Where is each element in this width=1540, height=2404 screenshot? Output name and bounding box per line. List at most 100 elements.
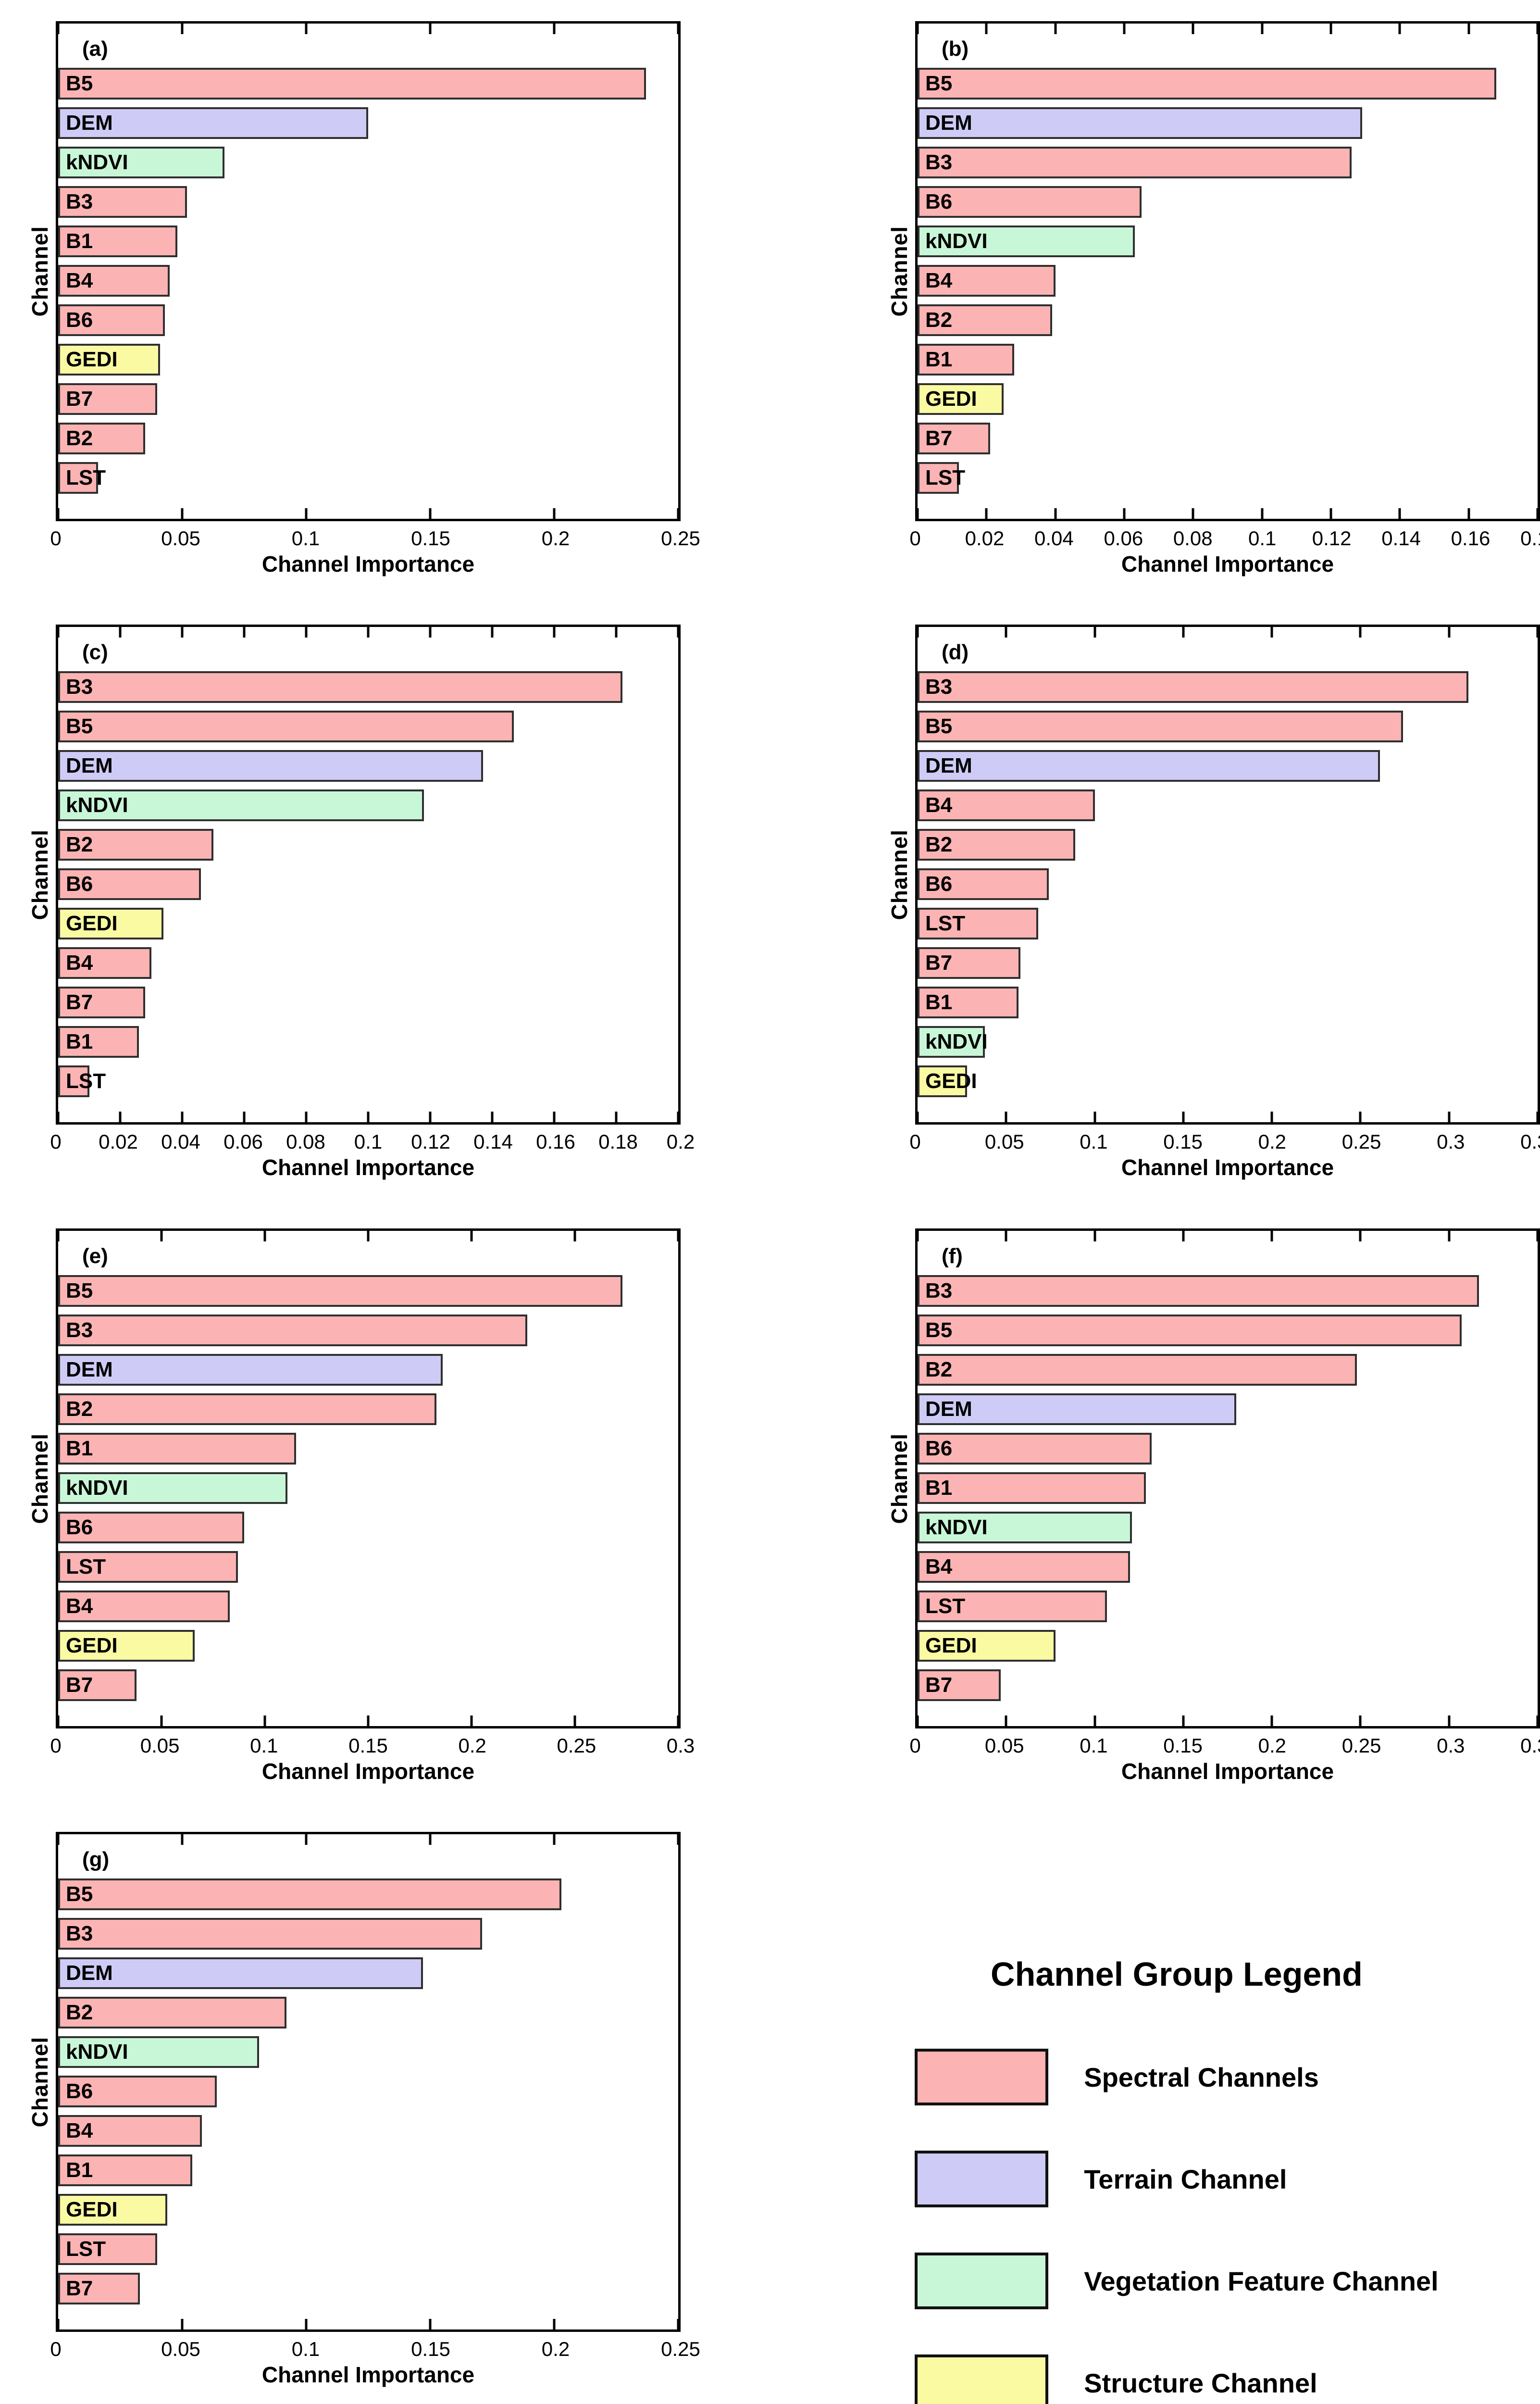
y-axis-label-wrap: Channel: [24, 625, 56, 1125]
bar-B3: B3: [58, 671, 622, 703]
bar-kNDVI: kNDVI: [58, 1472, 288, 1504]
bar-label: kNDVI: [66, 150, 128, 174]
x-tick-mark-bottom: [57, 2319, 60, 2329]
bar-label: LST: [925, 466, 966, 489]
bar-row: B5: [58, 1878, 678, 1910]
x-tick-label: 0.16: [1451, 527, 1490, 550]
x-tick-label: 0.2: [1258, 1130, 1287, 1153]
x-tick-mark-top: [1005, 627, 1007, 638]
x-tick-label: 0.14: [1381, 527, 1421, 550]
bar-B4: B4: [918, 789, 1095, 821]
bar-label: B1: [925, 1476, 953, 1500]
x-tick-label: 0.1: [291, 527, 320, 550]
bar-row: DEM: [58, 750, 678, 782]
bar-label: B6: [925, 872, 953, 896]
bar-B1: B1: [918, 344, 1014, 376]
x-tick-mark-bottom: [1448, 1715, 1451, 1726]
bar-label: B4: [925, 793, 953, 817]
bar-row: B6: [918, 186, 1538, 218]
x-tick-mark-bottom: [243, 1112, 246, 1122]
bar-B5: B5: [58, 68, 646, 100]
x-tick-label: 0.04: [161, 1130, 200, 1153]
bar-B5: B5: [58, 711, 514, 742]
bars-container: B3 B5 DEM B4 B2 B6 LST B7 B1 kNDVI GEDI: [918, 627, 1538, 1122]
x-tick-mark-top: [1359, 627, 1362, 638]
bar-row: B7: [58, 2273, 678, 2304]
bar-B1: B1: [58, 1433, 296, 1465]
x-tick-mark-top: [305, 1834, 308, 1845]
y-axis-label: Channel: [887, 829, 912, 920]
x-tick-mark-top: [181, 627, 184, 638]
bar-DEM: DEM: [58, 750, 483, 782]
plot-column: (c) B3 B5 DEM kNDVI B2 B6 GEDI B4 B7 B1 LST 0 0.02 0.0…: [50, 625, 695, 1180]
panel-label: (d): [942, 640, 969, 664]
x-tick-label: 0.2: [666, 1130, 695, 1153]
x-tick-label: 0.3: [1437, 1130, 1465, 1153]
x-tick-mark-bottom: [470, 1715, 473, 1726]
x-tick-label: 0.15: [1163, 1130, 1203, 1153]
bar-row: DEM: [58, 1354, 678, 1386]
x-tick-mark-bottom: [429, 508, 432, 519]
bar-row: B6: [58, 304, 678, 336]
bar-label: B6: [925, 190, 953, 213]
legend-items: Spectral Channels Terrain Channel Vegetati…: [915, 2049, 1439, 2404]
bar-row: GEDI: [918, 1630, 1538, 1662]
bar-row: kNDVI: [58, 789, 678, 821]
bar-label: B3: [66, 675, 93, 699]
bar-chart-c: Channel (c) B3 B5 DEM kNDVI B2 B6 GEDI B4 B7 B1 LST 0…: [19, 625, 751, 1180]
bar-row: B5: [918, 68, 1538, 100]
x-tick-mark-bottom: [1329, 508, 1332, 519]
bar-row: B4: [918, 1551, 1538, 1583]
bar-DEM: DEM: [58, 1957, 423, 1989]
bar-label: B3: [925, 675, 953, 699]
x-tick-mark-top: [677, 1231, 680, 1241]
panel-label: (f): [942, 1244, 963, 1268]
x-tick-mark-bottom: [367, 1112, 370, 1122]
bar-label: B7: [925, 951, 953, 975]
bar-label: kNDVI: [66, 2040, 128, 2064]
bar-GEDI: GEDI: [918, 383, 1004, 415]
subplot-d-cell: Channel (d) B3 B5 DEM B4 B2 B6 LST B7 B1 kNDVI GEDI 0…: [770, 603, 1540, 1207]
x-tick-mark-bottom: [1536, 1112, 1539, 1122]
x-tick-mark-top: [677, 627, 680, 638]
legend-item-label: Structure Channel: [1084, 2367, 1317, 2398]
bar-B4: B4: [58, 1590, 230, 1622]
bar-DEM: DEM: [918, 750, 1380, 782]
x-tick-mark-top: [181, 24, 184, 34]
bar-row: B2: [58, 829, 678, 861]
x-tick-label: 0.05: [161, 2338, 200, 2360]
x-tick-mark-bottom: [1270, 1112, 1273, 1122]
x-tick-mark-top: [1329, 24, 1332, 34]
bar-B6: B6: [58, 1512, 244, 1543]
bar-DEM: DEM: [58, 107, 368, 139]
bar-LST: LST: [918, 1590, 1107, 1622]
plot-column: (f) B3 B5 B2 DEM B6 B1 kNDVI B4 LST GEDI B7 0 0.05 0.1…: [909, 1228, 1540, 1784]
legend-swatch-spectral: [915, 2049, 1049, 2105]
x-tick-labels: 0 0.05 0.1 0.15 0.2 0.25: [50, 521, 700, 550]
bar-label: B7: [66, 1673, 93, 1697]
bar-label: GEDI: [925, 1069, 977, 1093]
x-tick-mark-top: [916, 1231, 919, 1241]
legend-swatch-vegetation: [915, 2253, 1049, 2309]
x-tick-mark-bottom: [553, 2319, 556, 2329]
y-axis-label: Channel: [887, 1433, 912, 1524]
bar-label: B1: [66, 1437, 93, 1460]
bar-label: LST: [66, 1069, 106, 1093]
legend-item-label: Vegetation Feature Channel: [1084, 2266, 1439, 2296]
bars-container: B5 DEM kNDVI B3 B1 B4 B6 GEDI B7 B2 LST: [58, 24, 678, 519]
bar-B2: B2: [58, 1997, 286, 2028]
x-tick-label: 0: [50, 2338, 62, 2360]
bar-row: DEM: [58, 1957, 678, 1989]
x-tick-mark-top: [263, 1231, 266, 1241]
bar-label: LST: [66, 466, 106, 489]
bar-B4: B4: [58, 2115, 202, 2147]
x-tick-mark-top: [1536, 1231, 1539, 1241]
bar-row: kNDVI: [58, 2036, 678, 2068]
bar-GEDI: GEDI: [58, 2194, 168, 2226]
bar-label: B5: [925, 72, 953, 95]
legend-item-label: Terrain Channel: [1084, 2164, 1287, 2194]
x-tick-mark-top: [1093, 1231, 1096, 1241]
x-axis-label: Channel Importance: [261, 551, 475, 576]
bar-B5: B5: [918, 1315, 1462, 1346]
